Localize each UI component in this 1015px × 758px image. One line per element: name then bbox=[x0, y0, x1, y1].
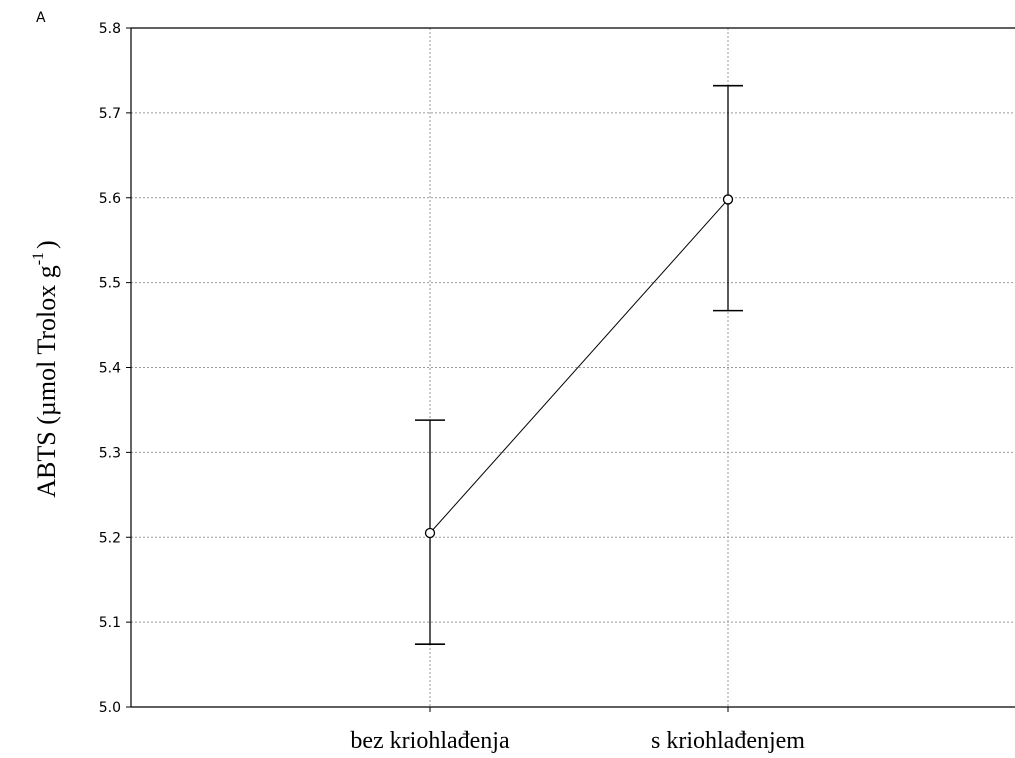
y-tick-label: 5.1 bbox=[99, 615, 121, 631]
panel-label: A bbox=[36, 10, 46, 26]
data-point-marker bbox=[722, 194, 734, 205]
y-tick-label: 5.6 bbox=[99, 191, 121, 207]
y-axis-title-closing: ) bbox=[32, 240, 61, 249]
series-line bbox=[415, 84, 743, 645]
y-tick-label: 5.8 bbox=[99, 21, 121, 37]
gridlines bbox=[131, 28, 1015, 707]
series-line-path bbox=[429, 199, 729, 534]
y-tick-label: 5.2 bbox=[99, 530, 121, 546]
y-tick-label: 5.3 bbox=[99, 445, 121, 461]
y-axis-title-main: ABTS (µmol Trolox g bbox=[32, 265, 61, 497]
data-point-marker bbox=[424, 527, 436, 539]
y-tick-labels: 5.0 5.1 5.2 5.3 5.4 5.5 5.6 5.7 5.8 bbox=[99, 21, 121, 716]
axes bbox=[126, 27, 1015, 712]
y-axis-title-superscript: -1 bbox=[30, 252, 47, 265]
x-tick-label: s kriohlađenjem bbox=[651, 728, 805, 754]
x-tick-labels: bez kriohlađenja s kriohlađenjem bbox=[350, 728, 805, 754]
y-tick-label: 5.7 bbox=[99, 106, 121, 122]
x-tick-label: bez kriohlađenja bbox=[350, 728, 510, 754]
y-axis-title: ABTS (µmol Trolox g-1) bbox=[30, 240, 61, 497]
y-tick-label: 5.5 bbox=[99, 276, 121, 292]
y-tick-label: 5.0 bbox=[99, 700, 121, 716]
y-tick-label: 5.4 bbox=[99, 361, 121, 377]
